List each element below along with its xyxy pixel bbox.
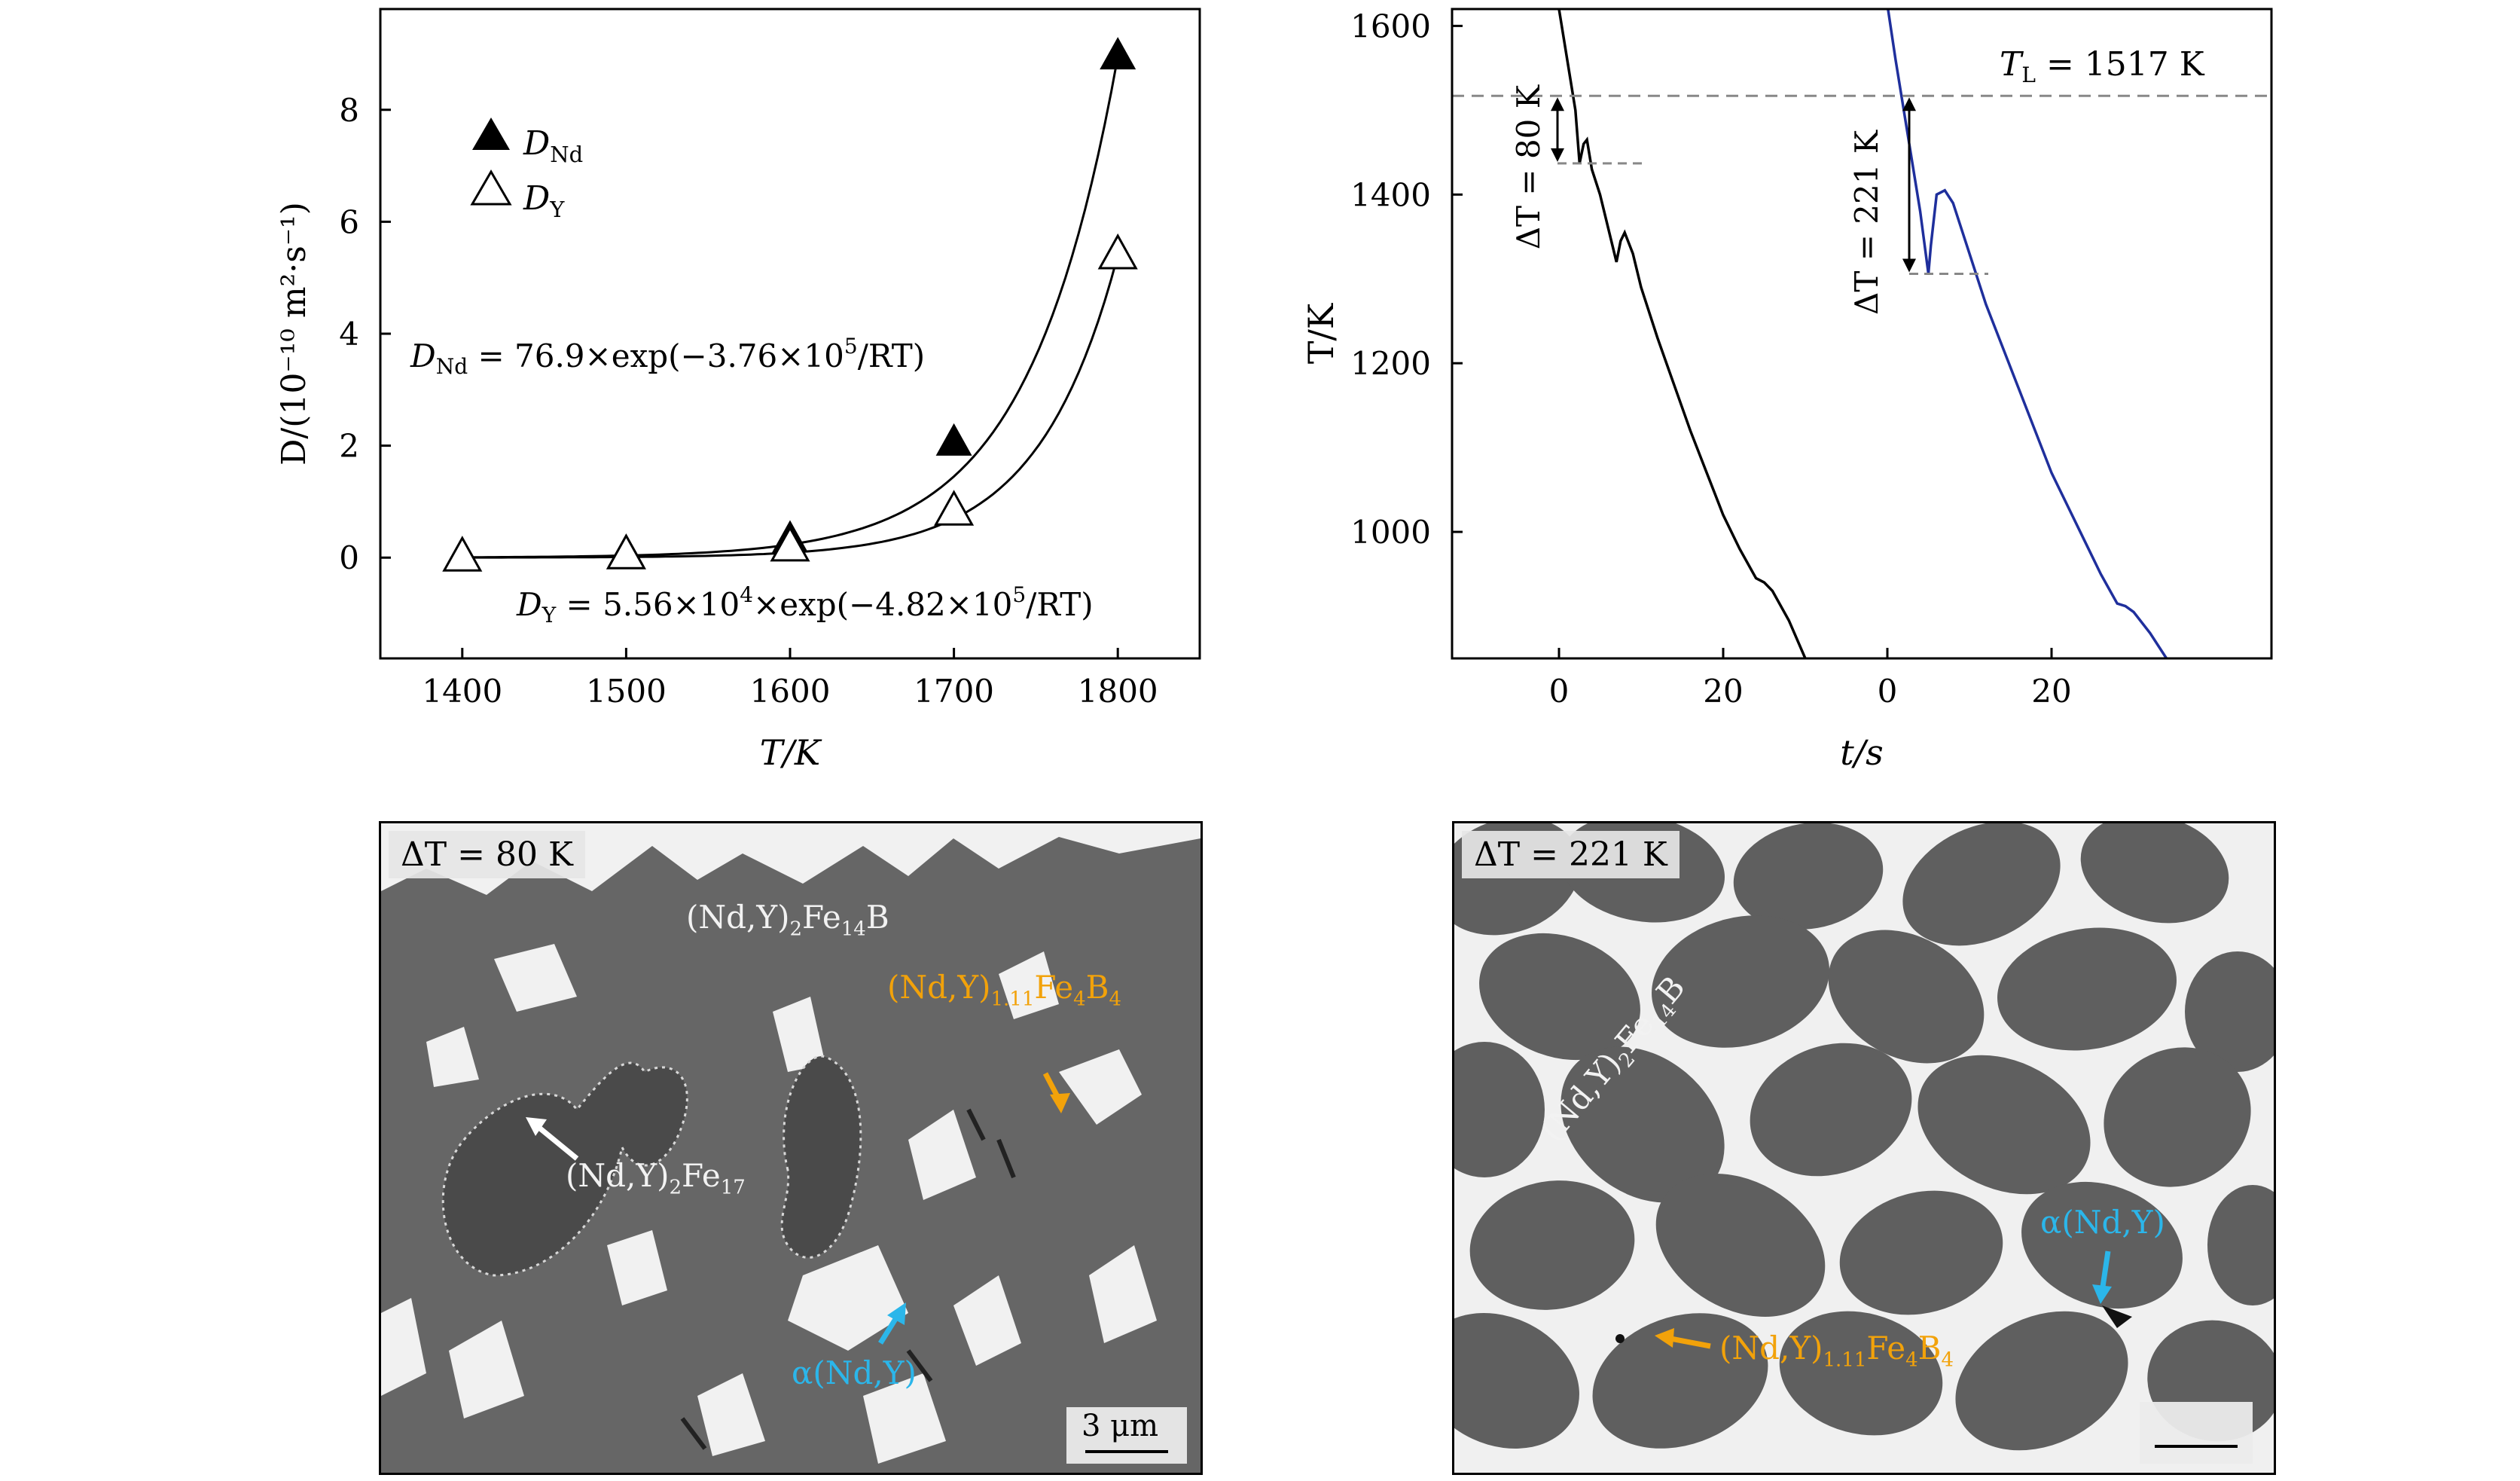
pore	[2102, 1305, 2132, 1328]
arrow-head-up	[1902, 97, 1916, 111]
fit-formula-dy: DY = 5.56×104×exp(−4.82×105/RT)	[516, 582, 1094, 628]
label-boride: (Nd,Y)1.11Fe4B4	[887, 969, 1122, 1011]
label-boride-221: (Nd,Y)1.11Fe4B4	[1719, 1330, 1954, 1372]
label-alpha: α(Nd,Y)	[792, 1354, 917, 1391]
grain	[1454, 1042, 1545, 1177]
pore	[1615, 1334, 1625, 1343]
grain	[1955, 1311, 2128, 1451]
micrograph-80k: ΔT = 80 K (Nd,Y)2Fe14B (Nd,Y)1.11Fe4B4 (…	[379, 821, 1203, 1475]
diffusion-chart-frame	[379, 8, 1201, 660]
micrograph-221k: ΔT = 221 K (Nd,Y)2Fe14B (Nd,Y)1.11Fe4B4 …	[1452, 821, 2276, 1475]
grain	[1839, 1190, 2003, 1315]
grain	[1561, 1046, 1725, 1203]
y-tick-label: 2	[339, 428, 359, 465]
micrograph-80k-badge: ΔT = 80 K	[389, 831, 585, 878]
dy-marker	[442, 536, 483, 572]
x-tick-label: 0	[1549, 673, 1570, 710]
y-tick-label: 1200	[1350, 345, 1431, 382]
cooling-chart-annotations: ΔT = 80 K ΔT = 221 K	[1452, 84, 2271, 315]
undercooling-label: ΔT = 80 K	[1510, 84, 1547, 249]
y-tick-label: 1600	[1350, 8, 1431, 44]
dy-marker	[934, 490, 975, 526]
fit-curve-dnd	[462, 56, 1119, 559]
dnd-marker	[1100, 37, 1136, 70]
x-tick-label: 1500	[586, 673, 667, 710]
grain	[1479, 933, 1640, 1061]
grain	[1652, 915, 1829, 1048]
grain	[2021, 1181, 2183, 1309]
micrograph-221k-arrows	[1655, 1250, 2112, 1349]
cooling-chart: 1000 1200 1400 1600 0 20 0 20 ΔT = 80 K ΔT = 221…	[1301, 8, 2273, 773]
scale-bar-label: 3 μm	[1082, 1409, 1159, 1443]
legend-dy-marker	[470, 169, 512, 206]
fit-formula-dnd: DNd = 76.9×exp(−3.76×105/RT)	[410, 334, 925, 379]
diffusion-chart-ylabel: D/(10⁻¹⁰ m²·s⁻¹)	[275, 202, 313, 466]
scale-bar-box-221	[2140, 1402, 2253, 1464]
y-tick-label: 0	[339, 539, 359, 576]
x-tick-label: 1400	[422, 673, 502, 710]
y-tick-label: 6	[339, 203, 359, 240]
x-tick-label: 20	[2031, 673, 2071, 710]
cooling-chart-frame	[1451, 8, 2273, 660]
grain	[1902, 823, 2061, 946]
grain	[1997, 927, 2177, 1051]
grain	[2185, 951, 2274, 1072]
grain	[1592, 1313, 1768, 1449]
grain	[1655, 1174, 1826, 1317]
fit-curve-dy	[462, 255, 1119, 559]
diffusion-chart-markers	[442, 37, 1138, 572]
y-tick-label: 4	[339, 316, 359, 353]
y-tick-label: 1000	[1350, 514, 1431, 551]
cooling-chart-ylabel: T/K	[1301, 302, 1341, 364]
diffusion-chart-xlabel: T/K	[760, 732, 822, 773]
arrow-head-down	[1551, 148, 1564, 162]
diffusion-chart-fit-curves	[462, 56, 1119, 559]
diffusion-chart: 1400 1500 1600 1700 1800 0 2 4 6 8 DNd DY DNd = 7…	[275, 8, 1201, 773]
grain	[1733, 823, 1884, 930]
cooling-chart-ticks: 1000 1200 1400 1600 0 20 0 20	[1350, 8, 2072, 710]
x-tick-label: 0	[1878, 673, 1898, 710]
scale-bar-box	[1066, 1407, 1187, 1464]
grain	[1917, 1055, 2091, 1195]
legend-dnd-marker	[472, 118, 510, 150]
liquidus-label: TL = 1517 K	[2000, 45, 2205, 87]
scale-bar-line	[1085, 1450, 1168, 1453]
grain	[1469, 1180, 1635, 1310]
dy-marker	[770, 525, 810, 562]
x-tick-label: 1600	[750, 673, 831, 710]
grain	[2104, 1047, 2251, 1187]
cooling-curve-80k	[1557, 9, 1807, 658]
grain	[1779, 1311, 1943, 1436]
y-tick-label: 8	[339, 92, 359, 129]
y-tick-label: 1400	[1350, 176, 1431, 213]
dnd-marker	[935, 423, 972, 456]
x-tick-label: 20	[1703, 673, 1743, 710]
micrograph-221k-image	[1454, 823, 2274, 1473]
micrograph-80k-image	[381, 823, 1201, 1473]
grain	[2080, 823, 2229, 924]
dy-marker	[606, 533, 646, 569]
grain	[1750, 1043, 1912, 1177]
legend-dy-label: DY	[523, 179, 565, 222]
legend-dnd-label: DNd	[523, 124, 583, 167]
label-nd2fe14b: (Nd,Y)2Fe14B	[686, 899, 889, 941]
scale-bar-line-221	[2155, 1445, 2238, 1448]
arrow-head-up	[1551, 97, 1564, 111]
diffusion-chart-ticks: 1400 1500 1600 1700 1800 0 2 4 6 8	[339, 92, 1158, 710]
cooling-chart-xlabel: t/s	[1840, 732, 1884, 773]
dy-marker	[1097, 233, 1138, 270]
label-fe17: (Nd,Y)2Fe17	[566, 1157, 746, 1199]
cooling-chart-lines	[1557, 9, 2168, 658]
cooling-curve-221k	[1887, 9, 2168, 658]
grain	[1828, 930, 1985, 1064]
x-tick-label: 1700	[914, 673, 994, 710]
grain	[1454, 1313, 1579, 1449]
undercooling-label: ΔT = 221 K	[1848, 129, 1885, 315]
label-alpha-221: α(Nd,Y)	[2040, 1204, 2165, 1241]
arrow-head-down	[1902, 258, 1916, 273]
x-tick-label: 1800	[1078, 673, 1158, 710]
micrograph-221k-badge: ΔT = 221 K	[1462, 831, 1679, 878]
grain	[2207, 1185, 2274, 1305]
